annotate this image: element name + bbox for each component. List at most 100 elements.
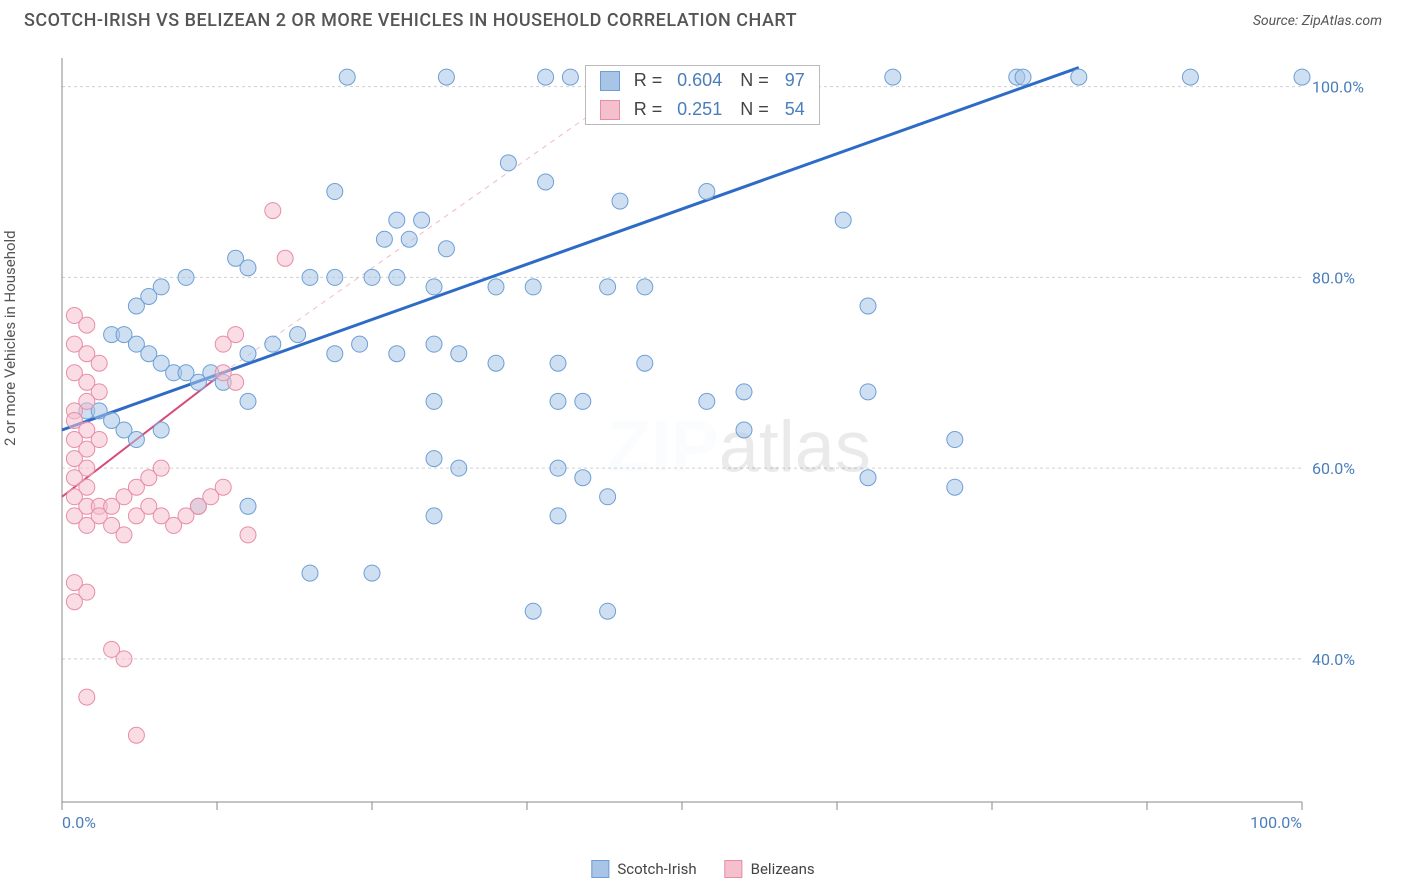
data-point (265, 336, 281, 352)
chart-title: SCOTCH-IRISH VS BELIZEAN 2 OR MORE VEHIC… (24, 10, 797, 31)
y-tick-label: 40.0% (1312, 650, 1355, 669)
data-point (637, 355, 653, 371)
data-point (376, 231, 392, 247)
plot-area: ZIPatlas40.0%60.0%80.0%100.0%0.0%100.0% … (42, 48, 1382, 832)
data-point (1071, 69, 1087, 85)
data-point (426, 451, 442, 467)
data-point (277, 250, 293, 266)
data-point (240, 527, 256, 543)
x-tick-label: 0.0% (62, 813, 96, 832)
stats-box: R = 0.604N = 97R = 0.251N = 54 (585, 65, 820, 125)
data-point (1294, 69, 1310, 85)
data-point (327, 346, 343, 362)
data-point (600, 279, 616, 295)
data-point (426, 336, 442, 352)
data-point (389, 212, 405, 228)
data-point (352, 336, 368, 352)
data-point (339, 69, 355, 85)
data-point (66, 594, 82, 610)
data-point (426, 279, 442, 295)
data-point (699, 184, 715, 200)
y-tick-label: 60.0% (1312, 459, 1355, 478)
data-point (438, 69, 454, 85)
data-point (835, 212, 851, 228)
data-point (327, 184, 343, 200)
data-point (426, 393, 442, 409)
data-point (116, 651, 132, 667)
data-point (550, 355, 566, 371)
data-point (612, 193, 628, 209)
data-point (153, 279, 169, 295)
data-point (426, 508, 442, 524)
data-point (575, 470, 591, 486)
data-point (215, 336, 231, 352)
data-point (525, 603, 541, 619)
stats-row: R = 0.604N = 97 (586, 66, 819, 95)
data-point (414, 212, 430, 228)
data-point (91, 432, 107, 448)
data-point (488, 355, 504, 371)
data-point (550, 508, 566, 524)
legend-label: Scotch-Irish (617, 860, 696, 878)
data-point (240, 346, 256, 362)
stats-n-value: 54 (769, 99, 805, 120)
data-point (860, 384, 876, 400)
svg-text:ZIPatlas: ZIPatlas (607, 407, 871, 487)
data-point (860, 298, 876, 314)
data-point (290, 327, 306, 343)
data-point (538, 69, 554, 85)
data-point (550, 393, 566, 409)
data-point (947, 432, 963, 448)
stats-swatch (600, 100, 620, 120)
data-point (327, 269, 343, 285)
data-point (153, 460, 169, 476)
data-point (1182, 69, 1198, 85)
data-point (438, 241, 454, 257)
data-point (550, 460, 566, 476)
data-point (265, 203, 281, 219)
stats-r-label: R = (634, 99, 663, 120)
stats-n-label: N = (740, 70, 769, 91)
data-point (600, 489, 616, 505)
data-point (128, 432, 144, 448)
data-point (302, 565, 318, 581)
stats-r-label: R = (634, 70, 663, 91)
legend: Scotch-Irish Belizeans (591, 860, 814, 878)
data-point (562, 69, 578, 85)
source-label: Source: ZipAtlas.com (1253, 13, 1382, 29)
data-point (302, 269, 318, 285)
stats-r-value: 0.604 (662, 70, 722, 91)
y-tick-label: 80.0% (1312, 268, 1355, 287)
data-point (364, 565, 380, 581)
data-point (600, 603, 616, 619)
stats-row: R = 0.251 N = 54 (586, 95, 819, 124)
data-point (699, 393, 715, 409)
data-point (736, 384, 752, 400)
data-point (451, 460, 467, 476)
data-point (637, 279, 653, 295)
data-point (736, 422, 752, 438)
y-axis-label: 2 or more Vehicles in Household (1, 230, 19, 446)
data-point (1015, 69, 1031, 85)
stats-n-label: N = (740, 99, 769, 120)
data-point (451, 346, 467, 362)
data-point (538, 174, 554, 190)
data-point (240, 260, 256, 276)
data-point (575, 393, 591, 409)
data-point (860, 470, 876, 486)
legend-label: Belizeans (751, 860, 815, 878)
data-point (525, 279, 541, 295)
data-point (240, 393, 256, 409)
data-point (885, 69, 901, 85)
data-point (128, 727, 144, 743)
data-point (215, 365, 231, 381)
legend-swatch (725, 860, 743, 878)
data-point (389, 346, 405, 362)
data-point (240, 498, 256, 514)
data-point (389, 269, 405, 285)
data-point (947, 479, 963, 495)
stats-r-value: 0.251 (662, 99, 722, 120)
legend-item: Belizeans (725, 860, 815, 878)
data-point (401, 231, 417, 247)
data-point (215, 479, 231, 495)
